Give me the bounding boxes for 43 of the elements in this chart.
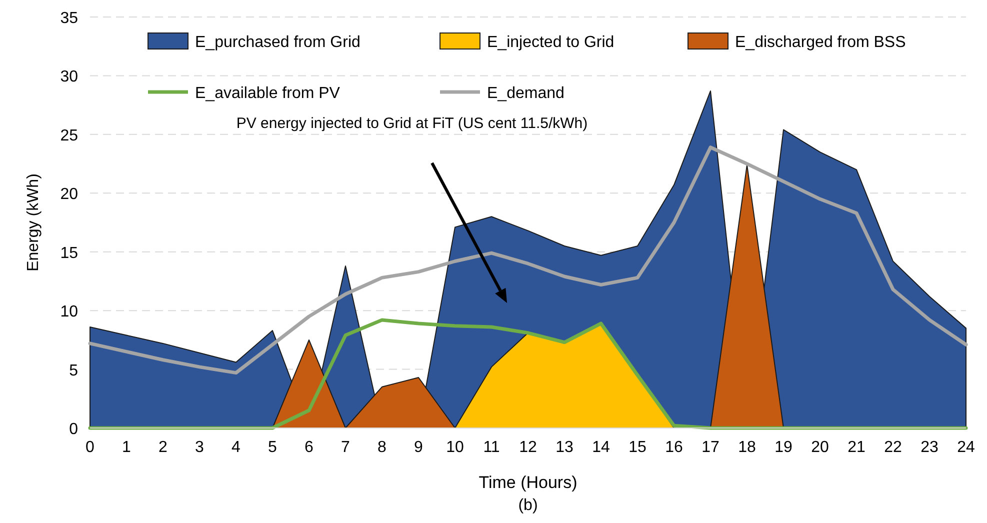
legend-label: E_discharged from BSS xyxy=(735,34,906,51)
y-tick-label: 10 xyxy=(60,304,78,321)
x-tick-label: 6 xyxy=(304,439,314,456)
legend-label: E_injected to Grid xyxy=(487,34,614,51)
x-tick-label: 4 xyxy=(232,439,241,456)
y-tick-label: 15 xyxy=(60,244,78,262)
x-tick-label: 5 xyxy=(268,439,278,456)
x-tick-label: 18 xyxy=(738,439,756,456)
x-tick-label: 12 xyxy=(519,439,537,456)
text: (b) xyxy=(518,497,538,514)
legend-label: E_purchased from Grid xyxy=(195,34,360,51)
x-tick-label: 17 xyxy=(702,439,720,456)
x-tick-label: 15 xyxy=(628,439,646,456)
x-tick-label: 19 xyxy=(774,439,792,456)
x-tick-label: 7 xyxy=(341,439,350,456)
x-tick-label: 11 xyxy=(483,439,500,456)
x-tick-label: 9 xyxy=(414,439,424,456)
line-series xyxy=(88,146,968,375)
legend-label: E_demand xyxy=(487,85,564,102)
x-tick-label: 1 xyxy=(122,439,132,456)
x-tick-label: 13 xyxy=(556,439,574,456)
y-tick-label: 25 xyxy=(60,127,78,144)
y-tick-label: 0 xyxy=(69,421,78,438)
y-tick-label: 5 xyxy=(69,362,78,380)
y-tick-label: 20 xyxy=(60,186,78,204)
x-tick-label: 0 xyxy=(86,439,95,456)
annotation: PV energy injected to Grid at FiT (US cent 11.5/kWh) xyxy=(236,115,588,132)
x-tick-label: 21 xyxy=(848,439,866,456)
x-axis-title: Time (Hours) xyxy=(478,473,578,492)
x-tick-label: 8 xyxy=(378,439,387,456)
x-tick-label: 24 xyxy=(957,439,975,456)
x-tick-label: 23 xyxy=(920,439,938,456)
y-tick-label: 35 xyxy=(60,10,78,27)
y-tick-label: 30 xyxy=(60,68,78,86)
x-tick-label: 22 xyxy=(884,439,902,456)
legend-label: E_available from PV xyxy=(195,85,340,102)
x-tick-label: 16 xyxy=(665,439,683,456)
x-tick-label: 20 xyxy=(811,439,829,456)
x-tick-label: 2 xyxy=(158,439,168,456)
x-tick-label: 14 xyxy=(592,439,610,456)
x-tick-label: 10 xyxy=(446,439,464,456)
x-tick-label: 3 xyxy=(195,439,204,456)
y-axis-title: Energy (kWh) xyxy=(25,174,42,272)
